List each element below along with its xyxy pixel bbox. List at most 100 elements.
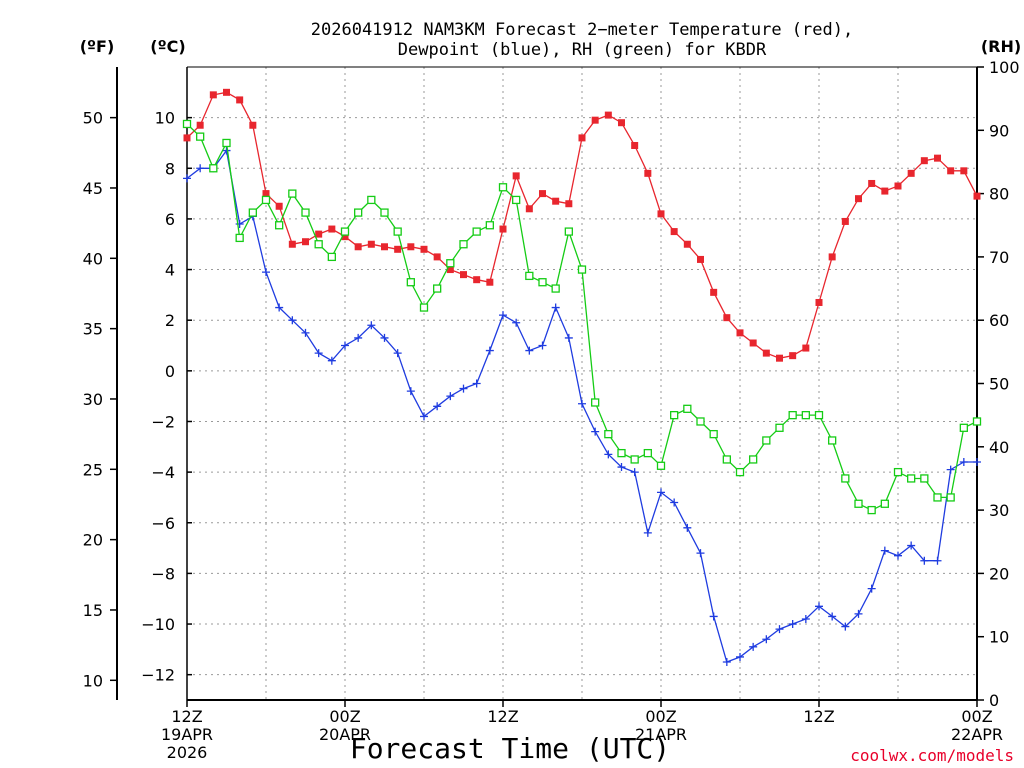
- rh-point: [735, 467, 745, 477]
- time-tick-label: 00Z: [329, 707, 360, 726]
- dewpoint-point: [788, 620, 797, 629]
- temperature-point: [802, 344, 810, 352]
- rh-tick-label: 80: [989, 185, 1009, 204]
- dewpoint-point: [525, 346, 534, 355]
- dewpoint-point: [380, 333, 389, 342]
- temperature-point: [209, 91, 217, 99]
- temperature-point: [618, 119, 625, 127]
- fahrenheit-tick-label: 15: [83, 601, 103, 620]
- temperature-point: [262, 190, 270, 198]
- dewpoint-point: [406, 387, 415, 396]
- axes: [110, 66, 984, 707]
- rh-point: [248, 208, 257, 217]
- dewpoint-point: [354, 333, 363, 342]
- dewpoint-point: [288, 316, 297, 325]
- temperature-point: [591, 116, 599, 124]
- rh-point: [222, 138, 231, 148]
- dewpoint-point: [327, 356, 336, 365]
- temperature-point: [302, 238, 309, 246]
- rh-unit-label: (RH): [981, 37, 1021, 56]
- temperature-point: [657, 210, 665, 218]
- rh-point: [354, 208, 363, 217]
- dewpoint-point: [933, 556, 942, 565]
- rh-tick-label: 90: [989, 121, 1009, 140]
- rh-point: [749, 455, 758, 464]
- rh-point: [841, 474, 850, 483]
- rh-point: [867, 505, 876, 515]
- rh-point: [275, 221, 284, 230]
- rh-point: [762, 436, 771, 445]
- temperature-point: [394, 245, 402, 253]
- rh-point: [630, 455, 639, 464]
- rh-tick-label: 70: [989, 248, 1009, 267]
- dewpoint-point: [867, 584, 876, 593]
- dewpoint-point: [894, 551, 902, 560]
- grid-lines: [187, 67, 977, 700]
- temperature-point: [473, 276, 481, 284]
- dewpoint-point: [959, 457, 968, 466]
- fahrenheit-tick-label: 20: [83, 531, 103, 550]
- dewpoint-point: [222, 146, 231, 155]
- dewpoint-point: [538, 341, 547, 350]
- rh-point: [933, 493, 942, 502]
- rh-point: [722, 455, 731, 464]
- temperature-point: [894, 182, 902, 190]
- rh-point: [893, 467, 903, 477]
- rh-point: [656, 461, 666, 470]
- celsius-tick-label: 4: [165, 261, 175, 280]
- dewpoint-point: [341, 341, 349, 350]
- temperature-point: [855, 195, 862, 203]
- rh-point: [314, 240, 323, 249]
- rh-point: [617, 448, 626, 458]
- rh-point: [446, 259, 455, 268]
- dewpoint-point: [275, 303, 284, 312]
- rh-point: [512, 195, 521, 205]
- rh-point: [301, 208, 310, 217]
- temperature-point: [288, 240, 296, 248]
- temperature-point: [776, 354, 783, 362]
- dewpoint-point: [907, 541, 916, 550]
- celsius-tick-label: −8: [151, 564, 175, 583]
- dewpoint-point: [973, 457, 981, 466]
- fahrenheit-tick-label: 40: [83, 249, 103, 268]
- temperature-point: [789, 352, 797, 360]
- fahrenheit-tick-label: 45: [83, 179, 103, 198]
- dewpoint-point: [235, 219, 244, 228]
- dewpoint-point: [604, 450, 613, 459]
- rh-point: [235, 233, 244, 243]
- temperature-point: [315, 230, 323, 238]
- temperature-point: [670, 228, 678, 236]
- dewpoint-point: [880, 546, 889, 555]
- rh-tick-label: 50: [989, 375, 1009, 394]
- dewpoint-point: [828, 612, 837, 621]
- rh-tick-label: 100: [989, 58, 1020, 77]
- temperature-point: [433, 253, 441, 261]
- fahrenheit-tick-label: 25: [83, 460, 103, 479]
- rh-point: [327, 252, 336, 262]
- temperature-point: [512, 172, 520, 180]
- rh-point: [393, 227, 402, 236]
- dewpoint-point: [591, 427, 600, 436]
- temperature-point: [934, 154, 941, 162]
- temperature-point: [446, 266, 454, 274]
- dewpoint-point: [472, 379, 481, 388]
- dewpoint-point: [485, 346, 494, 355]
- rh-point: [670, 410, 679, 420]
- rh-point: [485, 221, 494, 230]
- temperature-point: [947, 167, 955, 175]
- temperature-point: [183, 134, 191, 142]
- rh-point: [406, 278, 415, 287]
- temperature-point: [604, 111, 612, 119]
- temperature-point: [354, 243, 362, 251]
- rh-point: [880, 499, 889, 508]
- temperature-point: [249, 121, 257, 129]
- dewpoint-point: [775, 625, 784, 634]
- temperature-point: [486, 278, 494, 286]
- rh-point: [182, 119, 192, 129]
- temperature-point: [710, 288, 718, 296]
- time-tick-label: 21APR: [635, 725, 687, 744]
- time-tick-label: 20APR: [319, 725, 371, 744]
- data-series: [182, 88, 982, 667]
- celsius-tick-label: −6: [151, 514, 175, 533]
- rh-point: [591, 398, 600, 407]
